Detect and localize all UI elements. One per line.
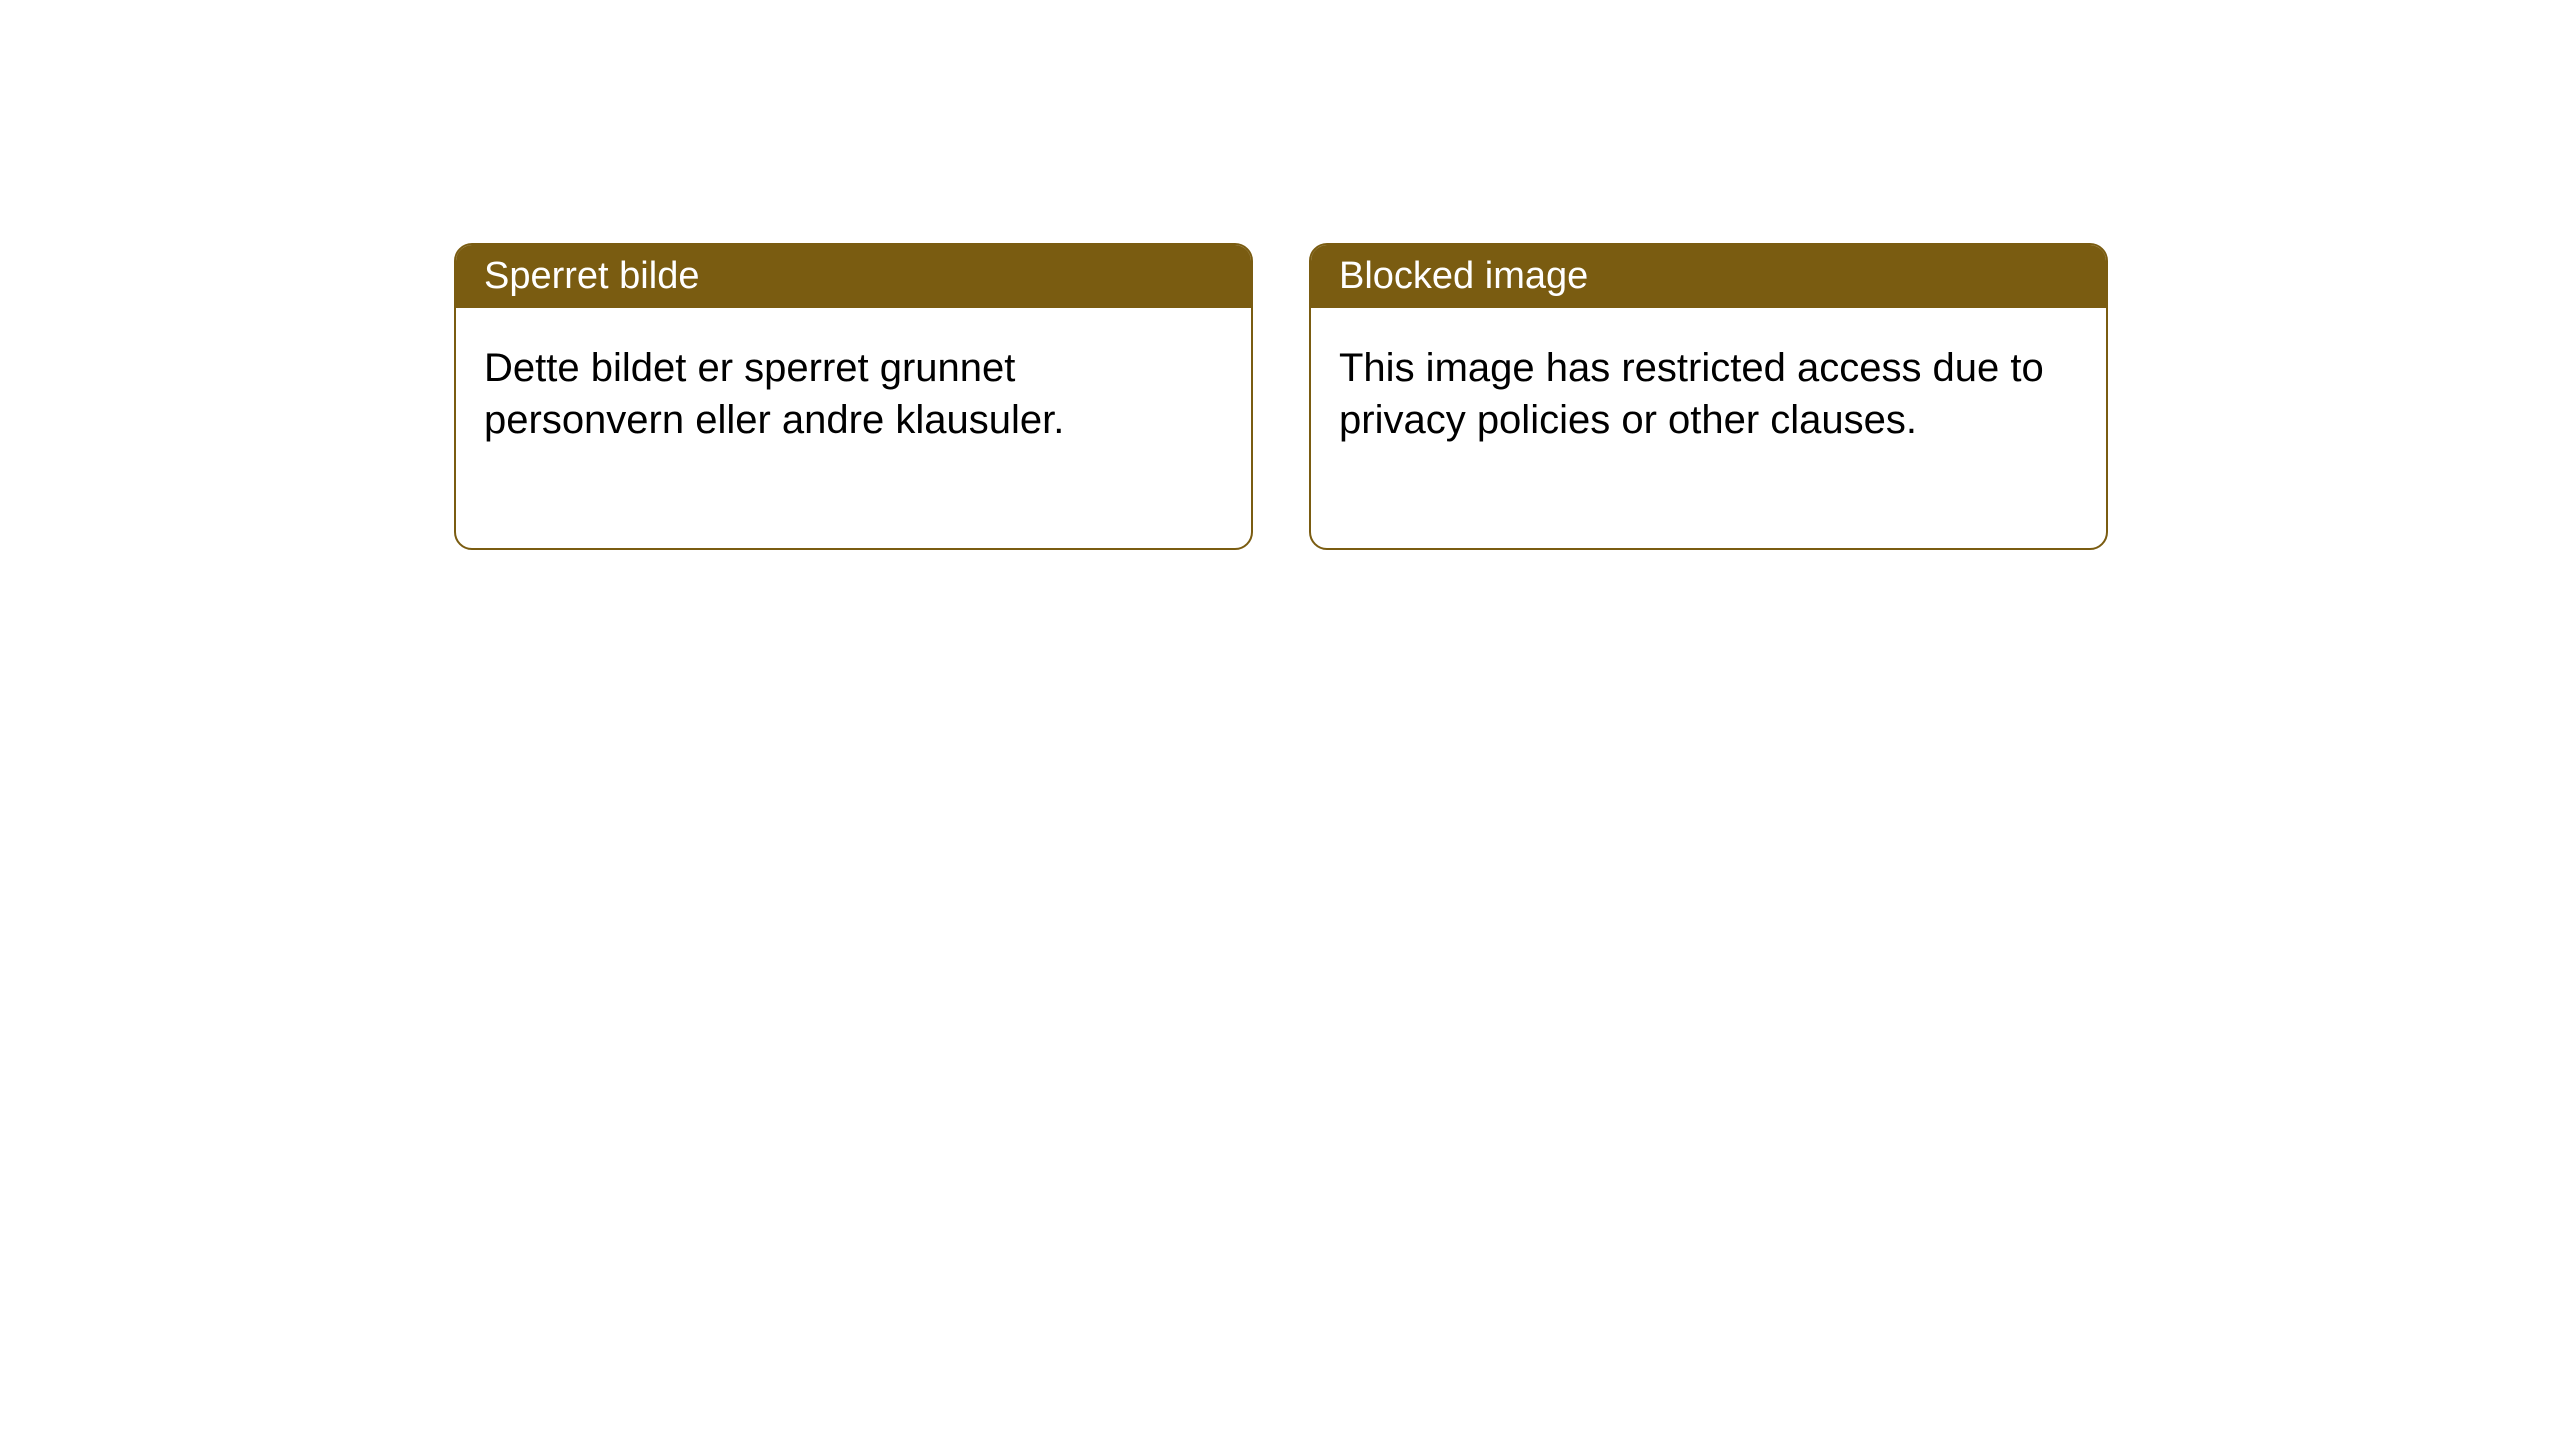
card-body-text: Dette bildet er sperret grunnet personve… — [484, 346, 1064, 442]
notice-card-norwegian: Sperret bilde Dette bildet er sperret gr… — [454, 243, 1253, 550]
card-header-title: Blocked image — [1339, 255, 1588, 297]
card-body: Dette bildet er sperret grunnet personve… — [456, 308, 1251, 548]
notice-card-english: Blocked image This image has restricted … — [1309, 243, 2108, 550]
notice-container: Sperret bilde Dette bildet er sperret gr… — [454, 243, 2108, 550]
card-body: This image has restricted access due to … — [1311, 308, 2106, 548]
card-header-title: Sperret bilde — [484, 255, 699, 297]
card-header: Blocked image — [1311, 245, 2106, 308]
card-body-text: This image has restricted access due to … — [1339, 346, 2044, 442]
card-header: Sperret bilde — [456, 245, 1251, 308]
